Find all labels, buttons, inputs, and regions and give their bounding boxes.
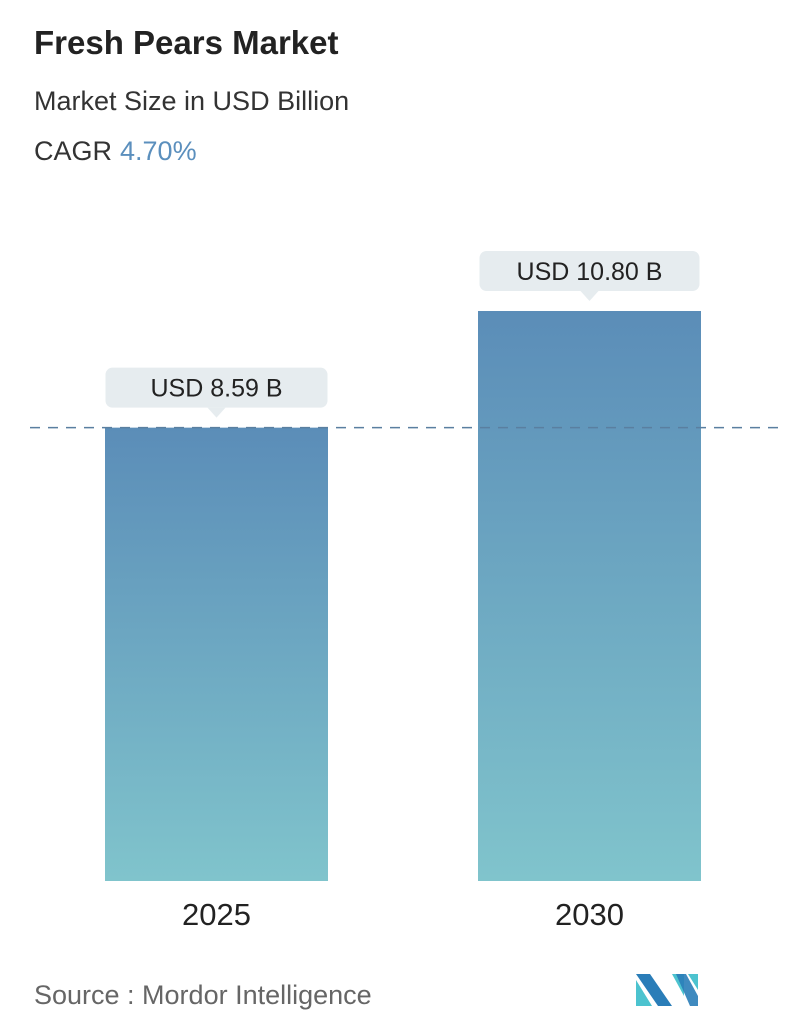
data-label-bg [105, 367, 328, 408]
bar-2030 [478, 311, 701, 881]
bar-2025 [105, 427, 328, 881]
data-label: USD 8.59 B [150, 375, 282, 403]
cagr-label: CAGR [34, 136, 113, 166]
chart-subtitle: Market Size in USD Billion [34, 86, 350, 116]
cagr-value: 4.70% [120, 136, 197, 166]
data-label-pointer [580, 291, 599, 301]
cagr: CAGR 4.70% [34, 136, 197, 167]
x-tick-label: 2030 [555, 897, 624, 932]
data-label-bg [479, 251, 700, 291]
data-label-pointer [207, 407, 226, 418]
source-text: Source : Mordor Intelligence [34, 980, 372, 1010]
x-tick-label: 2025 [182, 897, 251, 932]
chart-title: Fresh Pears Market [34, 24, 339, 61]
data-label: USD 10.80 B [517, 258, 663, 286]
